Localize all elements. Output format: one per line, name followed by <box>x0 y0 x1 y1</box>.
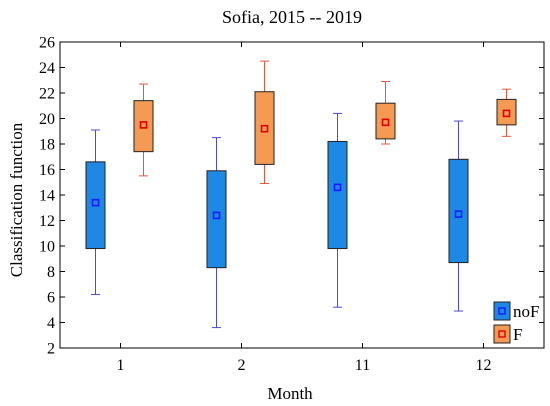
y-tick-label: 10 <box>39 239 55 256</box>
median-marker-noF <box>454 210 463 218</box>
box-F <box>254 91 275 165</box>
median-marker-F <box>139 121 148 129</box>
legend-marker-noF <box>498 307 506 315</box>
x-tick-label: 2 <box>238 357 246 374</box>
y-tick-label: 16 <box>39 162 55 179</box>
legend-label-noF: noF <box>513 302 539 321</box>
median-marker-noF <box>91 198 100 207</box>
legend-label-F: F <box>513 325 522 344</box>
median-marker-F <box>502 109 511 118</box>
y-tick-label: 26 <box>39 35 55 52</box>
y-tick-label: 6 <box>47 290 55 307</box>
y-tick-label: 4 <box>47 315 55 332</box>
x-tick-label: 11 <box>355 357 370 374</box>
y-axis-label: Classification function <box>7 122 26 277</box>
box-F <box>375 102 396 140</box>
x-axis-label: Month <box>267 384 313 403</box>
y-tick-label: 2 <box>47 341 55 358</box>
y-tick-label: 12 <box>39 213 55 230</box>
median-marker-noF <box>212 211 221 220</box>
box-F <box>496 98 517 126</box>
y-tick-label: 8 <box>47 264 55 281</box>
box-F <box>133 100 154 153</box>
legend: noF F <box>493 301 539 344</box>
legend-marker-F <box>498 330 506 338</box>
legend-swatch-noF <box>493 301 511 321</box>
chart-title: Sofia, 2015 -- 2019 <box>222 7 362 27</box>
box-noF <box>206 170 227 269</box>
plot-area-frame <box>59 41 545 349</box>
median-marker-noF <box>333 183 342 192</box>
median-marker-F <box>260 124 269 133</box>
median-marker-F <box>381 118 390 127</box>
y-tick-label: 24 <box>39 60 55 77</box>
y-tick-label: 20 <box>39 111 55 128</box>
box-noF <box>327 140 348 250</box>
x-tick-label: 1 <box>117 357 125 374</box>
y-tick-label: 18 <box>39 137 55 154</box>
y-tick-label: 22 <box>39 86 55 103</box>
x-tick-label: 12 <box>476 357 492 374</box>
chart-marks <box>85 60 517 329</box>
y-tick-label: 14 <box>39 188 55 205</box>
legend-swatch-F <box>493 324 511 344</box>
